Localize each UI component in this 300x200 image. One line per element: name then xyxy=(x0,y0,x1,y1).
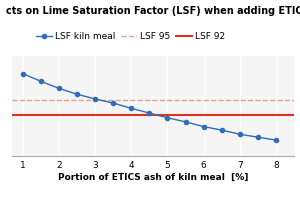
LSF 95 xyxy=(21,99,25,101)
Legend: LSF kiln meal, LSF 95, LSF 92: LSF kiln meal, LSF 95, LSF 92 xyxy=(33,29,228,45)
LSF kiln meal xyxy=(166,117,169,119)
LSF kiln meal xyxy=(21,72,25,75)
LSF kiln meal xyxy=(256,136,260,138)
LSF kiln meal xyxy=(220,129,224,131)
Text: cts on Lime Saturation Factor (LSF) when adding ETICS: cts on Lime Saturation Factor (LSF) when… xyxy=(6,6,300,16)
X-axis label: Portion of ETICS ash of kiln meal  [%]: Portion of ETICS ash of kiln meal [%] xyxy=(58,173,248,182)
LSF kiln meal xyxy=(39,80,43,82)
LSF kiln meal xyxy=(184,121,187,123)
LSF kiln meal xyxy=(75,93,79,95)
LSF kiln meal xyxy=(274,139,278,141)
LSF kiln meal xyxy=(130,107,133,110)
LSF kiln meal xyxy=(57,87,61,90)
LSF 92 xyxy=(21,114,25,116)
LSF kiln meal xyxy=(238,133,242,135)
LSF kiln meal xyxy=(111,102,115,104)
LSF kiln meal xyxy=(148,112,151,114)
LSF kiln meal xyxy=(93,98,97,100)
LSF kiln meal xyxy=(202,125,206,128)
Line: LSF kiln meal: LSF kiln meal xyxy=(21,72,278,142)
